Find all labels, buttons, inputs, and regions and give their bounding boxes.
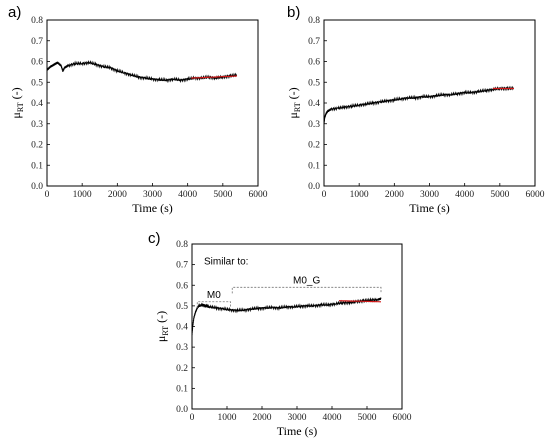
panel-c-xtick-label: 4000 [323,413,342,423]
panel-c-xtick-label: 3000 [288,413,307,423]
panel-c-frame [191,243,403,410]
panel-a-ytick-label: 0.8 [31,16,43,26]
panel-a-ytick-label: 0.7 [31,37,43,47]
panel-b-xlabel: Time (s) [409,201,450,215]
panel-c-ylabel: μRT (-) [154,311,170,342]
panel-a-xtick-label: 6000 [249,190,268,200]
panel-b-ytick-label: 0.5 [308,78,320,88]
panel-b-xtick-label: 2000 [385,190,404,200]
panel-b-ylabel: μRT (-) [286,87,302,118]
panel-a-ytick-label: 0.3 [31,120,43,130]
panel-a-ytick-label: 0.1 [31,161,43,171]
panel-c-ytick-label: 0.6 [176,281,188,291]
panel-c-bracket-m0_g [231,286,382,294]
panel-a-label: a) [8,4,21,21]
panel-c-ytick-label: 0.7 [176,261,188,271]
panel-a-xtick-label: 2000 [108,190,127,200]
panel-a-ytick-label: 0.2 [31,141,43,151]
panel-a-xtick-label: 3000 [143,190,162,200]
panel-b-ytick-label: 0.4 [308,99,320,109]
panel-a-ytick-label: 0.5 [31,78,43,88]
panel-c-xtick-label: 5000 [358,413,377,423]
panel-a-frame [46,19,259,187]
panel-a-ytick-label: 0.6 [31,58,43,68]
panel-c-ytick-label: 0.4 [176,323,188,333]
panel-c-xtick-label: 0 [190,413,195,423]
panel-c-annotation-title: Similar to: [204,257,248,268]
panel-b-ytick-label: 0.1 [308,161,320,171]
panel-b-ytick-label: 0.8 [308,16,320,26]
panel-c-series-fit [338,300,382,303]
panel-a-ylabel: μRT (-) [9,87,25,118]
panel-b-label: b) [287,4,300,21]
panel-c-ytick-label: 0.2 [176,364,188,374]
panel-b-xtick-label: 0 [322,190,327,200]
panel-a-series-fit [191,75,237,79]
panel-c-xtick-label: 2000 [253,413,272,423]
panel-b-ytick-label: 0.3 [308,120,320,130]
panel-c-ytick-label: 0.5 [176,302,188,312]
panel-a-ytick-label: 0.4 [31,99,43,109]
panel-c-xlabel: Time (s) [277,424,318,438]
panel-b-ytick-label: 0.2 [308,141,320,151]
panel-a: a) 0 1000 2000 3000 4000 5000 6000 0.0 0.1 0.2 0.3 0… [8,4,268,215]
panel-b-xtick-label: 4000 [455,190,474,200]
panel-b-ytick-label: 0.7 [308,37,320,47]
panel-c-xtick-label: 1000 [218,413,237,423]
panel-c-ytick-label: 0.3 [176,343,188,353]
panel-a-ytick-label: 0.0 [31,182,43,192]
panel-b-series-measured [323,85,515,124]
panel-a-xtick-label: 0 [45,190,50,200]
panel-c-ytick-label: 0.0 [176,405,188,415]
panel-c-bracket-m0 [196,301,231,308]
panel-c-xtick-label: 6000 [393,413,412,423]
panel-c-series-measured [191,297,382,336]
panel-b-ytick-label: 0.6 [308,58,320,68]
panel-c-ytick-label: 0.1 [176,384,188,394]
panel-b-xtick-label: 3000 [420,190,439,200]
panel-a-xlabel: Time (s) [132,201,173,215]
panel-c-bracket-label-m0: M0 [207,290,221,301]
panel-b-ytick-label: 0.0 [308,182,320,192]
panel-b-xtick-label: 6000 [526,190,545,200]
panel-c: c) 0 1000 2000 3000 4000 5000 6000 0.0 0.1 0.2 0.3 0… [148,230,412,438]
panel-a-xtick-label: 5000 [213,190,232,200]
panel-a-series-measured [46,60,238,84]
panel-b: b) 0 1000 2000 3000 4000 5000 6000 0.0 0.1 0.2 0.3 0… [286,4,545,215]
panel-b-xtick-label: 5000 [490,190,509,200]
panel-b-xtick-label: 1000 [350,190,369,200]
panel-a-xtick-label: 1000 [73,190,92,200]
panel-c-label: c) [148,230,161,247]
panel-c-ytick-label: 0.8 [176,240,188,250]
panel-c-bracket-label-m0_g: M0_G [293,275,320,286]
panel-a-xtick-label: 4000 [178,190,197,200]
